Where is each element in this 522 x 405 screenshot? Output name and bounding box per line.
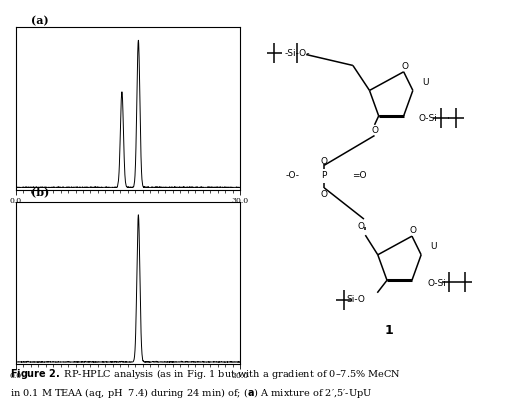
Text: (a): (a) — [31, 15, 49, 26]
Text: $\mathbf{Figure\ 2.}$ RP-HPLC analysis (as in Fig. 1 but with a gradient of 0–7.: $\mathbf{Figure\ 2.}$ RP-HPLC analysis (… — [10, 367, 401, 405]
Text: O-Si: O-Si — [419, 114, 438, 123]
Text: -Si-O-: -Si-O- — [284, 49, 310, 58]
Text: (b): (b) — [31, 185, 50, 196]
Text: U: U — [422, 78, 429, 87]
Text: O: O — [401, 62, 409, 71]
Text: U: U — [430, 242, 437, 251]
Text: P: P — [322, 171, 327, 179]
Text: O: O — [358, 221, 365, 230]
Text: O: O — [410, 226, 417, 234]
Text: O: O — [321, 157, 328, 166]
Text: Si-O: Si-O — [346, 294, 365, 303]
Text: O: O — [321, 190, 328, 199]
Text: O-Si: O-Si — [427, 278, 446, 287]
Text: O: O — [371, 126, 378, 134]
Text: 1: 1 — [385, 323, 394, 336]
Text: -O-: -O- — [286, 171, 300, 179]
Text: =O: =O — [352, 171, 366, 179]
